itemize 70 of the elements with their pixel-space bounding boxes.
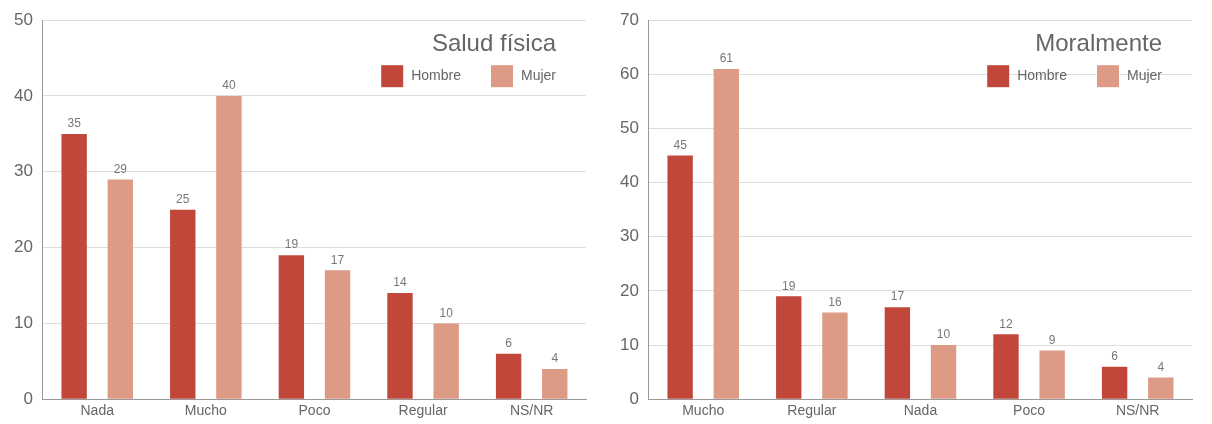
legend-label: Hombre xyxy=(411,67,462,84)
y-tick-label: 40 xyxy=(619,172,639,192)
y-tick-label: 30 xyxy=(13,161,33,181)
data-label: 17 xyxy=(890,289,905,304)
y-tick-label: 50 xyxy=(619,118,639,138)
bar xyxy=(433,323,459,399)
x-tick-label: Mucho xyxy=(184,402,228,419)
bar xyxy=(713,68,739,399)
bar xyxy=(542,368,568,399)
x-tick-label: Regular xyxy=(398,402,448,419)
data-label: 19 xyxy=(284,237,299,252)
y-tick-label: 40 xyxy=(13,85,33,105)
data-label: 40 xyxy=(222,78,236,93)
y-tick-label: 30 xyxy=(619,226,639,246)
x-tick-label: Nada xyxy=(80,402,115,419)
legend-label: Mujer xyxy=(1126,67,1163,84)
data-label: 35 xyxy=(67,116,82,131)
bar xyxy=(776,296,802,399)
x-tick-label: Mucho xyxy=(682,402,725,419)
data-label: 29 xyxy=(113,161,128,176)
bar xyxy=(495,353,522,399)
bar xyxy=(216,96,242,399)
data-label: 6 xyxy=(505,336,513,351)
bar xyxy=(324,270,351,399)
data-label: 9 xyxy=(1048,332,1056,347)
data-label: 4 xyxy=(1157,359,1165,374)
data-label: 6 xyxy=(1111,349,1119,364)
y-tick-label: 50 xyxy=(13,9,33,29)
bar xyxy=(667,155,693,399)
y-tick-label: 0 xyxy=(629,388,639,408)
y-tick-label: 70 xyxy=(619,9,639,29)
y-tick-label: 20 xyxy=(13,237,33,257)
bar xyxy=(993,334,1019,399)
chart-title: Moralmente xyxy=(1035,28,1162,56)
x-tick-label: Poco xyxy=(298,402,331,419)
x-tick-label: Nada xyxy=(903,402,938,419)
legend-label: Mujer xyxy=(520,67,557,84)
bar xyxy=(1039,350,1065,399)
bar xyxy=(884,307,911,399)
bar xyxy=(278,255,305,399)
bar xyxy=(107,179,133,399)
data-label: 16 xyxy=(828,294,842,309)
y-tick-label: 60 xyxy=(619,64,639,84)
legend-label: Hombre xyxy=(1017,67,1068,84)
x-tick-label: Regular xyxy=(787,402,837,419)
bar xyxy=(61,133,87,399)
data-label: 61 xyxy=(719,51,734,66)
x-tick-label: Poco xyxy=(1013,402,1046,419)
data-label: 4 xyxy=(551,351,559,366)
data-label: 10 xyxy=(936,327,951,342)
chart-title: Salud física xyxy=(431,28,557,56)
bar xyxy=(822,312,848,399)
data-label: 12 xyxy=(999,316,1013,331)
data-label: 19 xyxy=(782,278,796,293)
bar xyxy=(930,345,957,399)
x-tick-label: NS/NR xyxy=(509,402,554,419)
bar xyxy=(1148,377,1174,399)
bar xyxy=(1101,366,1128,399)
data-label: 14 xyxy=(393,275,407,290)
y-tick-label: 20 xyxy=(619,280,639,300)
data-label: 45 xyxy=(673,137,688,152)
y-tick-label: 0 xyxy=(23,388,33,408)
x-tick-label: NS/NR xyxy=(1115,402,1160,419)
y-tick-label: 10 xyxy=(619,334,639,354)
y-tick-label: 10 xyxy=(13,313,33,333)
data-label: 10 xyxy=(439,305,454,320)
data-label: 17 xyxy=(330,252,345,267)
bar xyxy=(387,293,413,399)
bar xyxy=(170,209,196,399)
data-label: 25 xyxy=(176,192,190,207)
